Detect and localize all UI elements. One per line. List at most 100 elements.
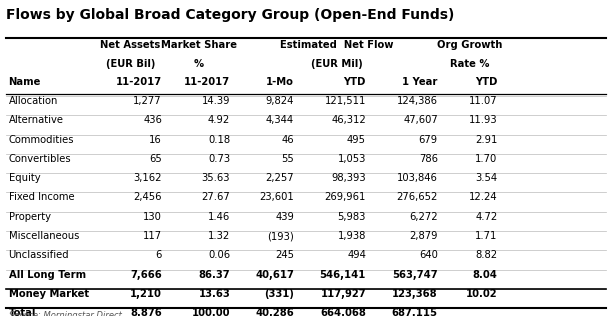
Text: 2,879: 2,879 (409, 231, 438, 241)
Text: 276,652: 276,652 (396, 192, 438, 203)
Text: 98,393: 98,393 (331, 173, 366, 183)
Text: 35.63: 35.63 (202, 173, 230, 183)
Text: 3,162: 3,162 (133, 173, 162, 183)
Text: (193): (193) (267, 231, 294, 241)
Text: 1 Year: 1 Year (403, 76, 438, 87)
Text: 546,141: 546,141 (320, 270, 366, 280)
Text: Equity: Equity (9, 173, 40, 183)
Text: 11.93: 11.93 (469, 115, 498, 125)
Text: YTD: YTD (475, 76, 498, 87)
Text: Source: Morningstar Direct.: Source: Morningstar Direct. (9, 311, 124, 316)
Text: 8,876: 8,876 (130, 308, 162, 316)
Text: 3.54: 3.54 (476, 173, 498, 183)
Text: Convertibles: Convertibles (9, 154, 71, 164)
Text: 100.00: 100.00 (192, 308, 230, 316)
Text: 4.92: 4.92 (208, 115, 230, 125)
Text: 55: 55 (281, 154, 294, 164)
Text: 1.70: 1.70 (475, 154, 498, 164)
Text: 6,272: 6,272 (409, 212, 438, 222)
Text: 27.67: 27.67 (202, 192, 230, 203)
Text: 40,617: 40,617 (255, 270, 294, 280)
Text: 269,961: 269,961 (325, 192, 366, 203)
Text: Market Share: Market Share (161, 40, 236, 50)
Text: 16: 16 (149, 135, 162, 145)
Text: 47,607: 47,607 (403, 115, 438, 125)
Text: 495: 495 (347, 135, 366, 145)
Text: 2,257: 2,257 (266, 173, 294, 183)
Text: 86.37: 86.37 (199, 270, 230, 280)
Text: 9,824: 9,824 (266, 96, 294, 106)
Text: 439: 439 (275, 212, 294, 222)
Text: Alternative: Alternative (9, 115, 63, 125)
Text: (EUR Bil): (EUR Bil) (105, 59, 155, 70)
Text: 10.02: 10.02 (466, 289, 498, 299)
Text: %: % (194, 59, 203, 70)
Text: 1,277: 1,277 (133, 96, 162, 106)
Text: 130: 130 (143, 212, 162, 222)
Text: 640: 640 (419, 250, 438, 260)
Text: 436: 436 (143, 115, 162, 125)
Text: 7,666: 7,666 (130, 270, 162, 280)
Text: 13.63: 13.63 (199, 289, 230, 299)
Text: 103,846: 103,846 (397, 173, 438, 183)
Text: 1.46: 1.46 (208, 212, 230, 222)
Text: 245: 245 (275, 250, 294, 260)
Text: 11.07: 11.07 (469, 96, 498, 106)
Text: 2,456: 2,456 (133, 192, 162, 203)
Text: (331): (331) (264, 289, 294, 299)
Text: 117,927: 117,927 (320, 289, 366, 299)
Text: Miscellaneous: Miscellaneous (9, 231, 79, 241)
Text: YTD: YTD (343, 76, 366, 87)
Text: 687,115: 687,115 (392, 308, 438, 316)
Text: 124,386: 124,386 (397, 96, 438, 106)
Text: 2.91: 2.91 (475, 135, 498, 145)
Text: 1.32: 1.32 (208, 231, 230, 241)
Text: 1,053: 1,053 (337, 154, 366, 164)
Text: 679: 679 (419, 135, 438, 145)
Text: 1.71: 1.71 (475, 231, 498, 241)
Text: 12.24: 12.24 (469, 192, 498, 203)
Text: Unclassified: Unclassified (9, 250, 69, 260)
Text: Property: Property (9, 212, 51, 222)
Text: Allocation: Allocation (9, 96, 58, 106)
Text: 11-2017: 11-2017 (116, 76, 162, 87)
Text: 1,938: 1,938 (337, 231, 366, 241)
Text: 123,368: 123,368 (392, 289, 438, 299)
Text: Commodities: Commodities (9, 135, 74, 145)
Text: 65: 65 (149, 154, 162, 164)
Text: Org Growth: Org Growth (437, 40, 503, 50)
Text: 1-Mo: 1-Mo (266, 76, 294, 87)
Text: 121,511: 121,511 (325, 96, 366, 106)
Text: 11-2017: 11-2017 (184, 76, 230, 87)
Text: Money Market: Money Market (9, 289, 89, 299)
Text: Total: Total (9, 308, 36, 316)
Text: 494: 494 (347, 250, 366, 260)
Text: 0.18: 0.18 (208, 135, 230, 145)
Text: 8.82: 8.82 (476, 250, 498, 260)
Text: 117: 117 (143, 231, 162, 241)
Text: 0.06: 0.06 (208, 250, 230, 260)
Text: Estimated  Net Flow: Estimated Net Flow (280, 40, 393, 50)
Text: 5,983: 5,983 (337, 212, 366, 222)
Text: 563,747: 563,747 (392, 270, 438, 280)
Text: 1,210: 1,210 (130, 289, 162, 299)
Text: (EUR Mil): (EUR Mil) (311, 59, 362, 70)
Text: Fixed Income: Fixed Income (9, 192, 74, 203)
Text: 14.39: 14.39 (202, 96, 230, 106)
Text: 0.73: 0.73 (208, 154, 230, 164)
Text: 40,286: 40,286 (255, 308, 294, 316)
Text: 6: 6 (156, 250, 162, 260)
Text: Name: Name (9, 76, 41, 87)
Text: 4,344: 4,344 (266, 115, 294, 125)
Text: 46,312: 46,312 (331, 115, 366, 125)
Text: 786: 786 (419, 154, 438, 164)
Text: All Long Term: All Long Term (9, 270, 86, 280)
Text: 23,601: 23,601 (259, 192, 294, 203)
Text: 4.72: 4.72 (475, 212, 498, 222)
Text: Flows by Global Broad Category Group (Open-End Funds): Flows by Global Broad Category Group (Op… (6, 8, 454, 22)
Text: 8.04: 8.04 (473, 270, 498, 280)
Text: 664,068: 664,068 (320, 308, 366, 316)
Text: Rate %: Rate % (451, 59, 490, 70)
Text: Net Assets: Net Assets (100, 40, 160, 50)
Text: 46: 46 (281, 135, 294, 145)
